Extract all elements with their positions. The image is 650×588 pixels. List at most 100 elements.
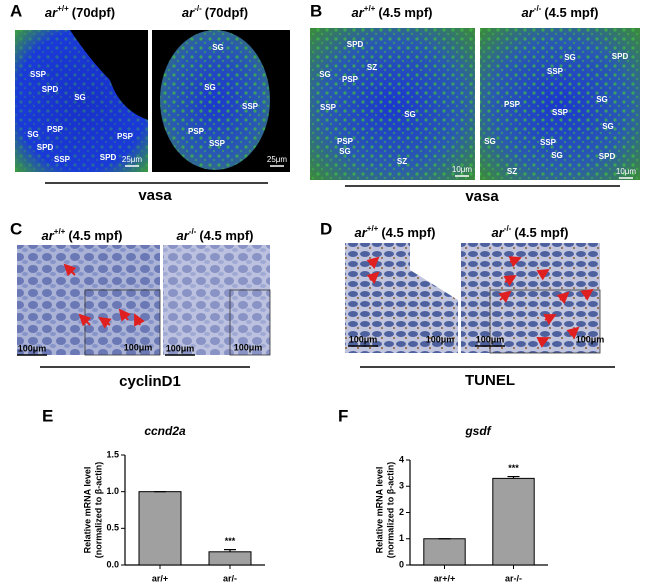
micrograph-texture	[480, 28, 640, 180]
cell-label: SPD	[599, 152, 616, 161]
cell-label: SSP	[540, 138, 557, 147]
inset-scale-label: 100μm	[234, 342, 263, 352]
y-tick-label: 2	[399, 507, 404, 517]
y-tick-label: 1	[399, 533, 404, 543]
genotype-header: ar-/- (4.5 mpf)	[491, 224, 568, 240]
cell-label: SSP	[547, 67, 564, 76]
arrows	[63, 263, 145, 329]
stage: (4.5 mpf)	[544, 5, 598, 20]
micrograph	[163, 245, 270, 355]
stain-label: TUNEL	[465, 372, 515, 389]
allele: +/+	[57, 4, 69, 13]
inset-box	[489, 289, 601, 354]
genotype-header: ar+/+ (70dpf)	[45, 4, 115, 20]
stage: (4.5 mpf)	[514, 225, 568, 240]
scale-label: 100μm	[349, 334, 378, 344]
allele: -/-	[534, 4, 542, 13]
y-tick-label: 1.0	[106, 486, 119, 496]
cell-label: PSP	[504, 100, 521, 109]
scale-label: 100μm	[18, 343, 47, 353]
stage: (4.5 mpf)	[378, 5, 432, 20]
cell-label: SG	[319, 70, 331, 79]
y-tick-label: 0.0	[106, 559, 119, 569]
genotype-header: ar-/- (4.5 mpf)	[176, 227, 253, 243]
cell-label: SSP	[54, 155, 71, 164]
y-axis-label: (normalized to β-actin)	[385, 462, 395, 559]
x-tick-label: ar+/+	[434, 573, 456, 583]
genotype-header: ar-/- (4.5 mpf)	[521, 4, 598, 20]
scale-label: 10μm	[616, 167, 637, 176]
genotype-header: ar+/+ (4.5 mpf)	[354, 224, 435, 240]
allele: +/+	[54, 227, 66, 236]
y-tick-label: 0.5	[106, 523, 119, 533]
cell-label: SG	[339, 147, 351, 156]
significance: ***	[508, 463, 519, 473]
panel-label: C	[10, 219, 22, 238]
x-tick-label: ar-/-	[505, 573, 522, 583]
bar	[492, 477, 535, 566]
cell-label: SG	[596, 95, 608, 104]
stain-label: vasa	[138, 187, 172, 204]
inset-scale-label: 100μm	[576, 334, 605, 344]
panel-label: D	[320, 219, 332, 238]
cell-label: SG	[212, 43, 224, 52]
arrows	[366, 256, 594, 348]
allele: +/+	[364, 4, 376, 13]
y-tick-label: 3	[399, 481, 404, 491]
bar	[208, 551, 252, 566]
y-tick-label: 0	[399, 559, 404, 569]
cell-label: SG	[27, 130, 39, 139]
x-tick-label: ar/+	[152, 573, 168, 583]
cell-label: SG	[551, 151, 563, 160]
stage: (70dpf)	[72, 5, 115, 20]
scale-label: 100μm	[166, 343, 195, 353]
bar	[138, 491, 182, 566]
gene: ar	[41, 228, 54, 243]
y-axis-label: (normalized to β-actin)	[93, 462, 103, 559]
cell-label: PSP	[47, 125, 64, 134]
blank-area	[410, 243, 458, 300]
cell-label: SZ	[397, 157, 407, 166]
cell-label: SPD	[347, 40, 364, 49]
cell-label: SG	[484, 137, 496, 146]
cell-label: SZ	[507, 167, 517, 176]
cell-label: SG	[204, 83, 216, 92]
scale-label: 25μm	[122, 155, 143, 164]
stage: (4.5 mpf)	[68, 228, 122, 243]
cell-label: SSP	[552, 108, 569, 117]
cell-label: SPD	[42, 85, 59, 94]
genotype-header: ar+/+ (4.5 mpf)	[41, 227, 122, 243]
cell-label: SG	[564, 53, 576, 62]
stain-label: vasa	[465, 188, 499, 205]
error-bar	[224, 549, 236, 552]
panel-label: A	[10, 1, 22, 20]
cell-label: SPD	[37, 143, 54, 152]
gene: ar	[45, 5, 58, 20]
inset-scale-label: 100μm	[426, 334, 455, 344]
panel-label: B	[310, 1, 322, 20]
cell-label: SPD	[612, 52, 629, 61]
cell-label: SSP	[30, 70, 47, 79]
allele: -/-	[189, 227, 197, 236]
lumen	[70, 30, 148, 120]
scale-label: 100μm	[476, 334, 505, 344]
genotype-header: ar+/+ (4.5 mpf)	[351, 4, 432, 20]
gene: ar	[182, 5, 195, 20]
genotype-header: ar-/- (70dpf)	[182, 4, 248, 20]
gene: ar	[491, 225, 504, 240]
stage: (70dpf)	[205, 5, 248, 20]
allele: -/-	[504, 224, 512, 233]
y-tick-label: 1.5	[106, 449, 119, 459]
y-axis-label: Relative mRNA level	[374, 467, 384, 554]
x-tick-label: ar/-	[223, 573, 237, 583]
inset-scale-label: 100μm	[124, 342, 153, 352]
panel-label: F	[338, 406, 348, 425]
cell-label: SSP	[242, 102, 259, 111]
stain-label: cyclinD1	[119, 373, 181, 390]
micrograph	[17, 245, 160, 355]
cell-label: SPD	[100, 153, 117, 162]
allele: -/-	[194, 4, 202, 13]
micrograph-texture	[310, 28, 475, 180]
cell-label: SZ	[367, 63, 377, 72]
